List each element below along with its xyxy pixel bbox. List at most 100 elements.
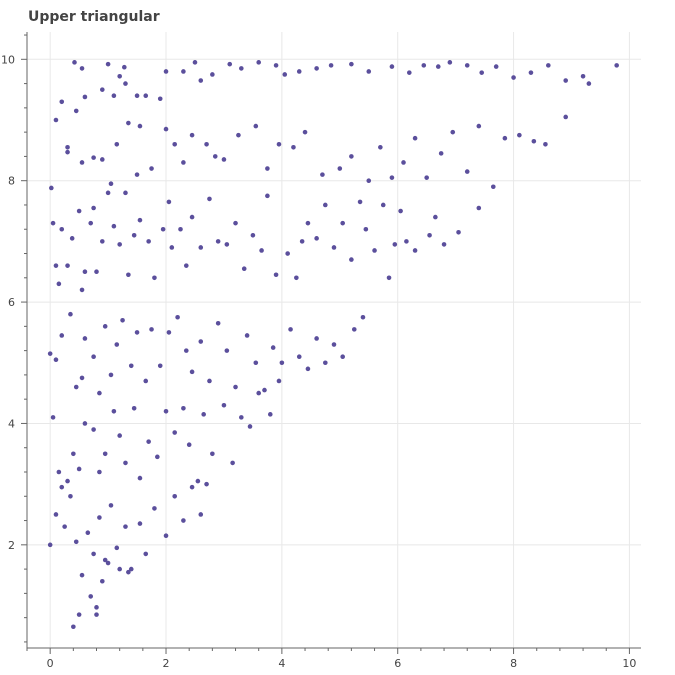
data-point [123,81,128,86]
data-point [91,155,96,160]
data-point [143,93,149,99]
data-point [198,339,204,344]
data-point [102,451,108,457]
data-point [111,409,117,414]
data-point [296,354,302,359]
data-point [265,193,270,199]
data-point [157,363,163,369]
data-point [256,390,261,396]
data-point [204,481,209,487]
data-point [117,433,122,438]
data-point [91,427,96,432]
data-point [68,493,73,499]
data-point [349,61,354,67]
data-point [97,469,102,475]
data-point [108,181,114,187]
data-point [256,60,261,65]
data-point [305,220,311,226]
x-tick-label: 0 [47,657,54,670]
data-point [531,138,537,144]
x-tick-label: 6 [394,657,401,670]
data-point [47,542,53,548]
data-point [299,239,305,244]
data-point [59,333,65,338]
data-point [117,74,122,79]
data-point [65,149,70,155]
data-point [224,348,230,353]
data-point [137,217,143,223]
data-point [71,451,76,457]
data-point [386,275,392,281]
data-point [351,327,357,332]
data-point [163,69,169,74]
data-point [91,205,96,211]
data-point [279,360,285,366]
y-tick-label: 4 [8,417,15,430]
y-tick-label: 2 [8,539,15,552]
data-point [53,357,59,363]
data-point [163,409,169,414]
data-point [276,378,282,384]
data-point [438,151,444,156]
data-points [47,60,619,630]
data-point [253,360,259,366]
data-point [262,387,267,393]
data-point [72,60,77,65]
data-point [181,405,186,411]
data-point [389,64,395,69]
data-point [198,78,204,83]
data-point [82,421,88,426]
data-point [563,78,568,83]
data-point [97,390,102,396]
data-point [204,141,209,147]
data-point [102,324,108,329]
data-point [479,70,485,75]
data-point [62,524,67,529]
data-point [126,120,131,126]
data-point [239,66,244,71]
data-point [241,266,247,271]
data-point [47,351,53,356]
data-point [378,145,383,150]
data-point [331,342,337,347]
y-tick-label: 10 [1,53,15,66]
data-point [65,263,70,268]
data-point [143,378,149,384]
data-point [137,475,143,481]
data-point [302,129,308,135]
data-point [305,366,311,372]
data-point [273,63,279,68]
data-point [207,378,212,384]
data-point [73,384,79,390]
data-point [215,321,221,326]
data-point [152,506,157,511]
data-point [76,612,82,617]
data-point [259,248,264,253]
data-point [528,70,534,75]
data-point [181,160,186,165]
data-point [198,245,204,250]
data-point [73,539,79,545]
x-tick-label: 4 [278,657,285,670]
data-point [111,223,117,229]
data-point [285,251,290,256]
data-point [102,557,108,563]
data-point [464,169,470,174]
data-point [134,330,140,335]
data-point [586,81,592,86]
data-point [183,263,189,268]
data-point [366,69,372,74]
data-point [407,70,412,75]
data-point [59,99,65,105]
data-point [421,63,427,68]
data-point [580,74,586,79]
data-point [160,226,166,232]
data-point [227,61,233,67]
data-point [543,141,548,147]
data-point [143,551,149,557]
data-point [372,248,377,253]
data-point [157,96,163,102]
data-point [56,469,62,475]
data-point [517,132,522,138]
